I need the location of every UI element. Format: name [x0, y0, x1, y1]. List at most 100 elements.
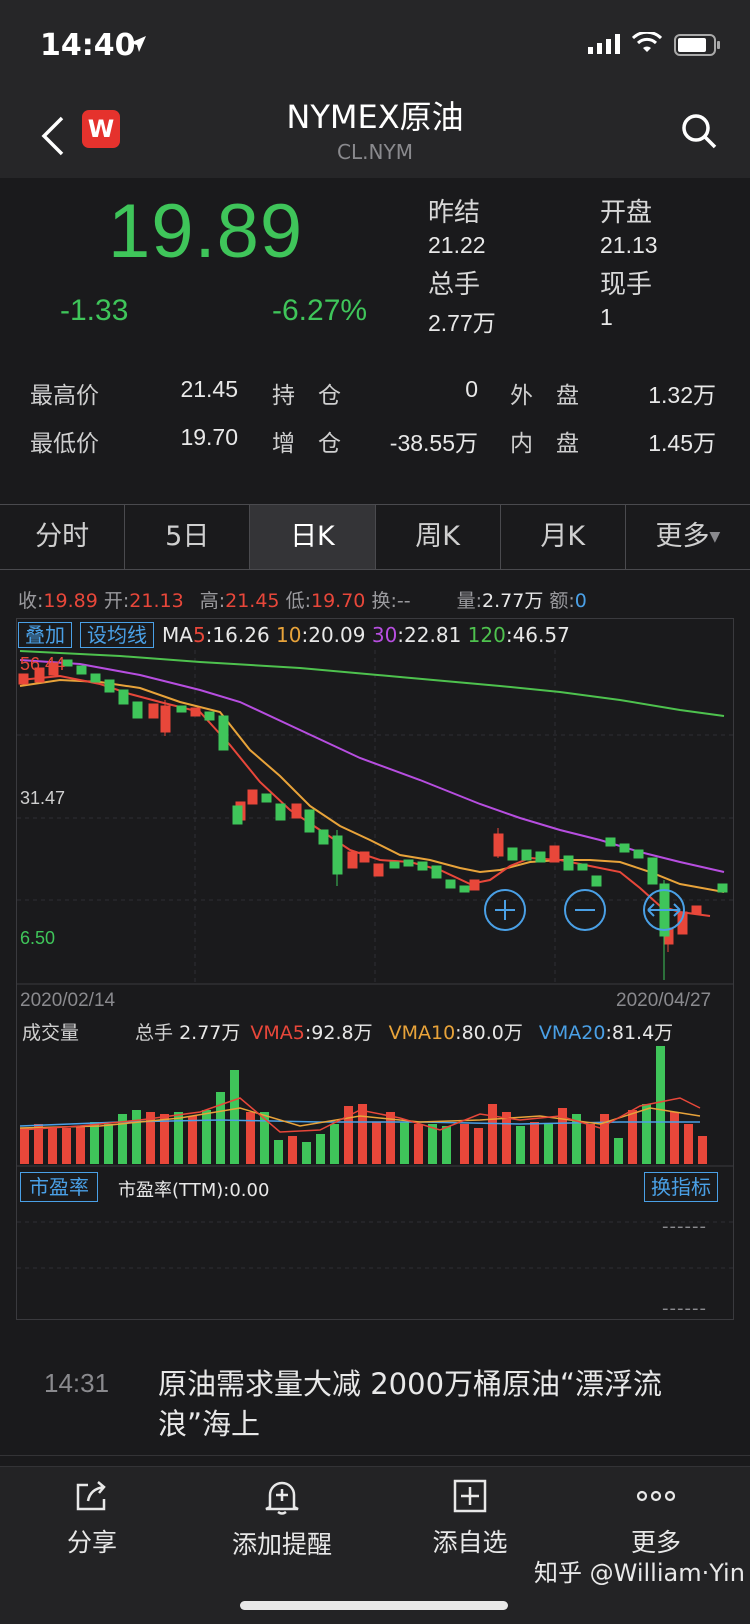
y-axis-mid: 31.47 — [20, 788, 66, 808]
oi-change-label: 增 仓 — [272, 431, 341, 457]
candlesticks — [18, 659, 728, 980]
turnover-label: 换: — [371, 590, 397, 612]
close-label: 收: — [18, 590, 44, 612]
navigation-bar: W NYMEX原油 CL.NYM — [0, 90, 750, 178]
news-item[interactable]: 14:31 原油需求量大减 2000万桶原油“漂浮流浪”海上 — [0, 1338, 750, 1456]
cellular-signal-icon — [588, 34, 620, 54]
vma10-line — [19, 1107, 701, 1129]
kline-chart-area[interactable] — [16, 618, 734, 1320]
vma5-line — [19, 1097, 701, 1133]
battery-icon — [674, 34, 720, 56]
volume-legend: 成交量 总手 2.77万 VMA5:92.8万 VMA10:80.0万 VMA20:81… — [22, 1018, 673, 1045]
outer-volume-value: 1.32万 — [648, 382, 716, 408]
high-value: 21.45 — [180, 376, 238, 402]
share-label: 分享 — [66, 1528, 117, 1557]
y-axis-top: 56.44 — [20, 654, 66, 674]
date-end: 2020/04/27 — [616, 990, 712, 1011]
add-watchlist-button[interactable]: 添自选 — [380, 1479, 560, 1559]
search-icon[interactable] — [680, 112, 718, 150]
ma5-line — [19, 674, 711, 917]
quote-summary: 19.89 -1.33 -6.27% 昨结 21.22 开盘 21.13 总手 … — [0, 178, 750, 478]
prev-settle-value: 21.22 — [428, 232, 486, 258]
y-axis-low: 6.50 — [20, 928, 56, 948]
tab-more[interactable]: 更多▼ — [626, 505, 750, 569]
prev-settle-label: 昨结 — [428, 198, 481, 228]
home-indicator[interactable] — [240, 1601, 508, 1610]
app-logo[interactable]: W — [82, 110, 120, 148]
outer-volume-label: 外 盘 — [510, 383, 579, 409]
ma5-key: 5 — [192, 623, 206, 647]
inner-volume-label: 内 盘 — [510, 431, 579, 457]
more-label: 更多 — [630, 1528, 681, 1557]
low-label: 最低价 — [30, 431, 99, 457]
amount-value: 0 — [574, 590, 587, 612]
pe-ratio-text: 市盈率(TTM):0.00 — [118, 1180, 270, 1201]
low-label-small: 低: — [285, 590, 311, 612]
tab-monthly-k[interactable]: 月K — [501, 505, 626, 569]
news-headline[interactable]: 原油需求量大减 2000万桶原油“漂浮流浪”海上 — [158, 1367, 663, 1441]
add-alert-button[interactable]: 添加提醒 — [192, 1479, 372, 1561]
tab-weekly-k[interactable]: 周K — [376, 505, 501, 569]
low-value: 19.70 — [180, 424, 238, 450]
ticker-code: CL.NYM — [337, 140, 413, 164]
bottom-toolbar: 分享 添加提醒 添自选 更多 知乎 @William·Yin — [0, 1466, 750, 1624]
close-value: 19.89 — [43, 590, 98, 612]
set-ma-button[interactable]: 设均线 — [80, 622, 154, 648]
low-value-small: 19.70 — [310, 590, 366, 612]
ohlc-info-line: 收:19.89 开:21.13 高:21.45 低:19.70 换:-- 量:2… — [18, 586, 738, 616]
back-arrow-icon[interactable] — [40, 114, 66, 158]
overlay-button[interactable]: 叠加 — [18, 622, 72, 648]
volume-label-small: 量: — [456, 590, 483, 612]
more-button[interactable]: 更多 — [566, 1479, 746, 1559]
dropdown-caret-icon: ▼ — [709, 529, 721, 545]
turnover-value: -- — [396, 590, 411, 612]
bell-plus-icon — [265, 1481, 299, 1515]
watermark: 知乎 @William·Yin — [534, 1559, 745, 1587]
tab-5day[interactable]: 5日 — [125, 505, 251, 569]
price-change: -1.33 — [60, 294, 129, 327]
tab-intraday[interactable]: 分时 — [0, 505, 126, 569]
switch-indicator-button[interactable]: 换指标 — [644, 1172, 718, 1202]
ma30-value: :22.81 — [397, 623, 462, 647]
ma-prefix: MA — [162, 623, 193, 647]
volume-total-label: 总手 — [135, 1022, 174, 1044]
high-value-small: 21.45 — [225, 590, 280, 612]
ma120-value: :46.57 — [505, 623, 570, 647]
pe-ratio-button[interactable]: 市盈率 — [20, 1172, 98, 1202]
open-value-small: 21.13 — [129, 590, 184, 612]
vma20-label: VMA20 — [538, 1022, 606, 1044]
date-start: 2020/02/14 — [20, 990, 116, 1011]
add-alert-label: 添加提醒 — [231, 1530, 332, 1559]
add-watchlist-label: 添自选 — [432, 1528, 508, 1557]
amount-label: 额: — [549, 590, 575, 612]
ma10-key: 10 — [276, 623, 302, 647]
high-label: 最高价 — [30, 383, 99, 409]
share-icon — [76, 1481, 106, 1511]
indicator-dash-lower: ------ — [662, 1298, 707, 1319]
tab-daily-k[interactable]: 日K — [250, 505, 376, 569]
tab-more-label: 更多 — [655, 521, 710, 552]
volume-value-small: 2.77万 — [482, 590, 544, 612]
location-arrow-icon — [130, 36, 146, 52]
vma5-value: :92.8万 — [304, 1022, 373, 1044]
zoom-controls — [484, 889, 685, 931]
ma30-key: 30 — [371, 623, 398, 647]
open-interest-label: 持 仓 — [272, 383, 341, 409]
wifi-icon — [632, 32, 662, 52]
indicator-dash-upper: ------ — [662, 1216, 707, 1237]
news-time: 14:31 — [44, 1368, 110, 1398]
vma10-label: VMA10 — [388, 1022, 456, 1044]
vma20-value: :81.4万 — [605, 1022, 674, 1044]
ma-legend: 叠加 设均线 MA5:16.26 10:20.09 30:22.81 120:46.… — [18, 622, 570, 648]
page-title: NYMEX原油 — [286, 98, 464, 136]
ma10-line — [19, 678, 725, 893]
total-volume-label: 总手 — [428, 270, 481, 300]
oi-change-value: -38.55万 — [389, 430, 478, 456]
volume-bars — [20, 1046, 707, 1164]
current-volume-label: 现手 — [600, 270, 653, 300]
status-bar: 14:40 — [0, 0, 750, 90]
share-button[interactable]: 分享 — [2, 1479, 182, 1559]
total-volume-value: 2.77万 — [428, 310, 496, 336]
last-price: 19.89 — [108, 189, 304, 274]
